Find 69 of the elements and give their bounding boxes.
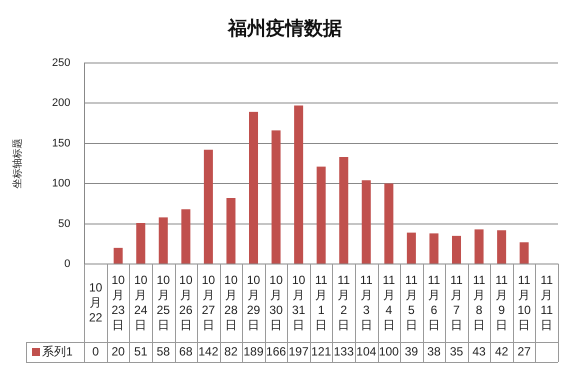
- bar: [429, 233, 438, 264]
- chart-title: 福州疫情数据: [227, 17, 342, 40]
- data-label: 189: [243, 344, 264, 358]
- bar: [452, 236, 462, 264]
- x-tick-label: 10月30日: [269, 272, 284, 332]
- data-label: 27: [517, 344, 532, 358]
- y-tick-label: 250: [52, 56, 70, 69]
- bar: [181, 209, 190, 264]
- bar: [497, 230, 506, 264]
- data-label: 166: [266, 344, 286, 358]
- bar: [520, 242, 529, 264]
- x-tick-label: 10月31日: [292, 272, 306, 332]
- x-tick-label: 10月25日: [156, 272, 170, 332]
- y-tick-label: 50: [58, 218, 70, 230]
- bar: [316, 166, 326, 264]
- bar: [114, 248, 123, 264]
- data-label: 68: [179, 344, 193, 358]
- bar: [362, 180, 371, 264]
- bar: [406, 232, 416, 264]
- data-label: 197: [288, 344, 309, 358]
- legend-label: 系列1: [42, 344, 73, 358]
- x-tick-label: 11月9日: [495, 272, 508, 332]
- bar: [158, 217, 168, 264]
- x-tick-label: 11月7日: [450, 272, 464, 332]
- bar: [384, 184, 394, 264]
- bar: [136, 222, 146, 264]
- bar: [474, 229, 484, 264]
- data-label: 100: [378, 344, 400, 358]
- x-tick-label: 10月28日: [224, 272, 238, 332]
- data-label: 104: [356, 344, 377, 358]
- x-tick-label: 11月5日: [405, 272, 418, 332]
- x-tick-label: 11月4日: [382, 272, 396, 332]
- y-tick-label: 100: [52, 178, 70, 190]
- x-tick-label: 11月10日: [517, 272, 532, 332]
- data-label: 38: [427, 344, 441, 358]
- y-axis-title: 坐标轴标题: [12, 138, 24, 188]
- data-label: 43: [472, 344, 486, 358]
- bar: [204, 150, 213, 264]
- x-tick-label: 10月24日: [134, 272, 148, 332]
- data-label: 82: [224, 344, 238, 358]
- x-tick-label: 10月27日: [202, 272, 216, 332]
- x-tick-label: 10月22: [88, 280, 103, 324]
- x-tick-label: 11月6日: [428, 272, 440, 332]
- x-tick-label: 10月29日: [246, 272, 261, 332]
- x-tick-label: 11月8日: [472, 272, 486, 332]
- bar: [272, 130, 281, 264]
- x-tick-label: 11月2日: [337, 272, 350, 332]
- data-label: 0: [92, 344, 100, 358]
- y-tick-label: 200: [52, 97, 70, 110]
- data-label: 58: [156, 344, 170, 358]
- data-label: 20: [112, 344, 126, 358]
- x-tick-label: 10月26日: [179, 272, 193, 332]
- x-tick-label: 11月3日: [360, 272, 373, 332]
- data-label: 51: [134, 344, 148, 358]
- x-tick-label: 10月23日: [112, 272, 126, 332]
- data-label: 35: [450, 344, 464, 358]
- data-label: 39: [404, 344, 418, 358]
- bar: [249, 112, 258, 264]
- data-label: 121: [311, 344, 332, 358]
- bar: [294, 105, 304, 264]
- data-label: 142: [198, 344, 219, 358]
- data-label: 42: [494, 344, 509, 358]
- x-tick-label: 11月1日: [314, 272, 328, 332]
- x-tick-label: 11月11日: [540, 272, 554, 332]
- bar: [339, 156, 348, 264]
- y-tick-label: 150: [52, 137, 70, 150]
- data-label: 133: [334, 344, 354, 358]
- y-tick-label: 0: [64, 258, 70, 270]
- bar: [226, 198, 236, 264]
